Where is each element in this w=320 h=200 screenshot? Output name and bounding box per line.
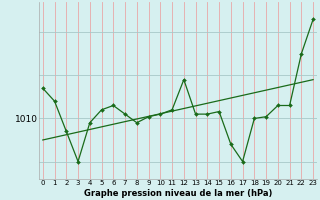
X-axis label: Graphe pression niveau de la mer (hPa): Graphe pression niveau de la mer (hPa) — [84, 189, 272, 198]
